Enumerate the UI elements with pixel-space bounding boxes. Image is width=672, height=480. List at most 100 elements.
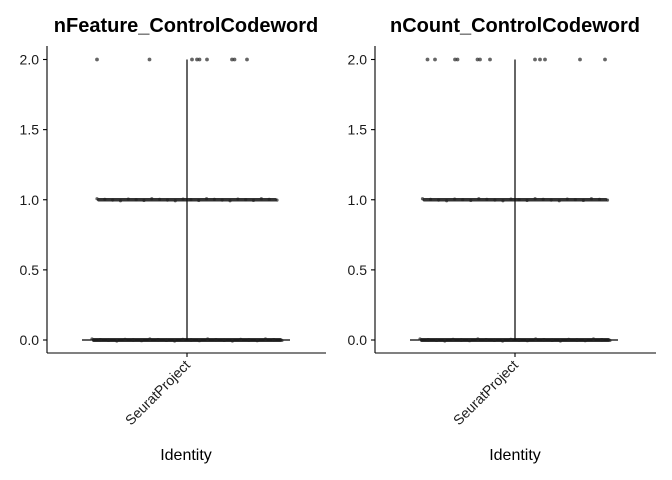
data-point: [476, 337, 480, 341]
data-point: [228, 199, 232, 203]
data-point: [436, 198, 441, 202]
data-point: [111, 198, 115, 202]
data-point: [190, 57, 194, 62]
y-tick-label: 0.5: [348, 262, 368, 278]
data-point: [425, 57, 430, 62]
data-point: [165, 198, 170, 202]
data-point: [245, 57, 249, 62]
data-point: [259, 197, 263, 201]
data-point: [134, 198, 138, 202]
data-point: [517, 338, 521, 342]
data-point: [443, 339, 447, 343]
data-point: [158, 197, 162, 201]
data-point: [467, 339, 472, 343]
data-point: [173, 199, 177, 203]
data-point: [558, 339, 563, 343]
data-point: [272, 338, 276, 342]
data-point: [244, 198, 248, 202]
data-point: [550, 338, 554, 342]
data-point: [578, 57, 582, 62]
data-point: [597, 197, 602, 201]
data-point: [239, 337, 243, 341]
point-band: [420, 338, 610, 342]
data-point: [181, 197, 185, 201]
data-point: [147, 57, 152, 62]
panel-nfeature: nFeature_ControlCodeword 0.0 0.5 1.0 1.5 2.0…: [20, 15, 326, 464]
data-point: [98, 338, 102, 342]
data-point: [131, 338, 135, 342]
data-point: [204, 197, 209, 201]
y-tick-label: 1.5: [348, 122, 368, 138]
data-point: [118, 199, 123, 203]
plot-area: [410, 57, 618, 343]
data-point: [501, 199, 505, 203]
y-tick-label: 1.0: [20, 192, 40, 208]
data-point: [222, 338, 226, 342]
x-tick-label: SeuratProject: [450, 357, 521, 428]
data-point: [541, 197, 545, 201]
data-point: [605, 198, 610, 202]
data-point: [509, 337, 513, 341]
data-point: [433, 57, 437, 62]
y-tick-label: 0.0: [348, 332, 368, 348]
plot-area: [82, 57, 290, 343]
x-ticks: SeuratProject: [122, 353, 193, 428]
data-point: [230, 339, 235, 343]
data-point: [591, 337, 596, 341]
data-point: [220, 198, 224, 202]
data-point: [445, 199, 449, 203]
data-point: [267, 197, 271, 201]
data-point: [589, 197, 594, 201]
data-point: [575, 338, 579, 342]
data-point: [428, 197, 433, 201]
data-point: [583, 339, 587, 343]
data-point: [484, 338, 488, 342]
data-point: [517, 198, 521, 202]
data-point: [123, 337, 127, 341]
y-ticks: 0.0 0.5 1.0 1.5 2.0: [20, 52, 47, 348]
data-point: [150, 197, 154, 201]
data-point: [426, 338, 430, 342]
data-point: [567, 337, 571, 341]
data-point: [197, 339, 201, 343]
x-axis-label: Identity: [489, 447, 541, 464]
data-point: [90, 337, 94, 341]
data-point: [420, 197, 425, 201]
data-point: [251, 198, 256, 203]
data-point: [461, 198, 465, 202]
chart-title: nFeature_ControlCodeword: [54, 15, 318, 37]
data-point: [600, 338, 604, 342]
data-point: [214, 338, 218, 342]
data-point: [212, 197, 216, 201]
data-point: [525, 339, 529, 343]
y-tick-label: 0.0: [20, 332, 40, 348]
data-point: [603, 57, 607, 62]
data-point: [455, 57, 460, 62]
data-point: [538, 57, 542, 62]
data-point: [95, 197, 99, 201]
data-point: [525, 198, 529, 203]
data-point: [255, 339, 259, 343]
data-point: [451, 337, 455, 341]
point-band: [422, 198, 608, 202]
data-point: [542, 338, 546, 342]
data-point: [103, 197, 107, 201]
data-point: [478, 57, 482, 62]
y-ticks: 0.0 0.5 1.0 1.5 2.0: [348, 52, 375, 348]
y-tick-label: 2.0: [20, 52, 40, 68]
data-point: [533, 197, 537, 201]
point-band: [92, 338, 282, 342]
data-point: [492, 338, 496, 342]
y-tick-label: 2.0: [348, 52, 368, 68]
data-point: [206, 337, 210, 341]
data-point: [469, 198, 473, 203]
data-point: [275, 198, 279, 202]
x-tick-label: SeuratProject: [122, 357, 193, 428]
data-point: [459, 338, 463, 342]
data-point: [247, 338, 251, 342]
data-point: [608, 338, 612, 342]
data-point: [501, 339, 505, 343]
data-point: [181, 337, 185, 341]
data-point: [557, 199, 561, 203]
data-point: [148, 337, 152, 341]
